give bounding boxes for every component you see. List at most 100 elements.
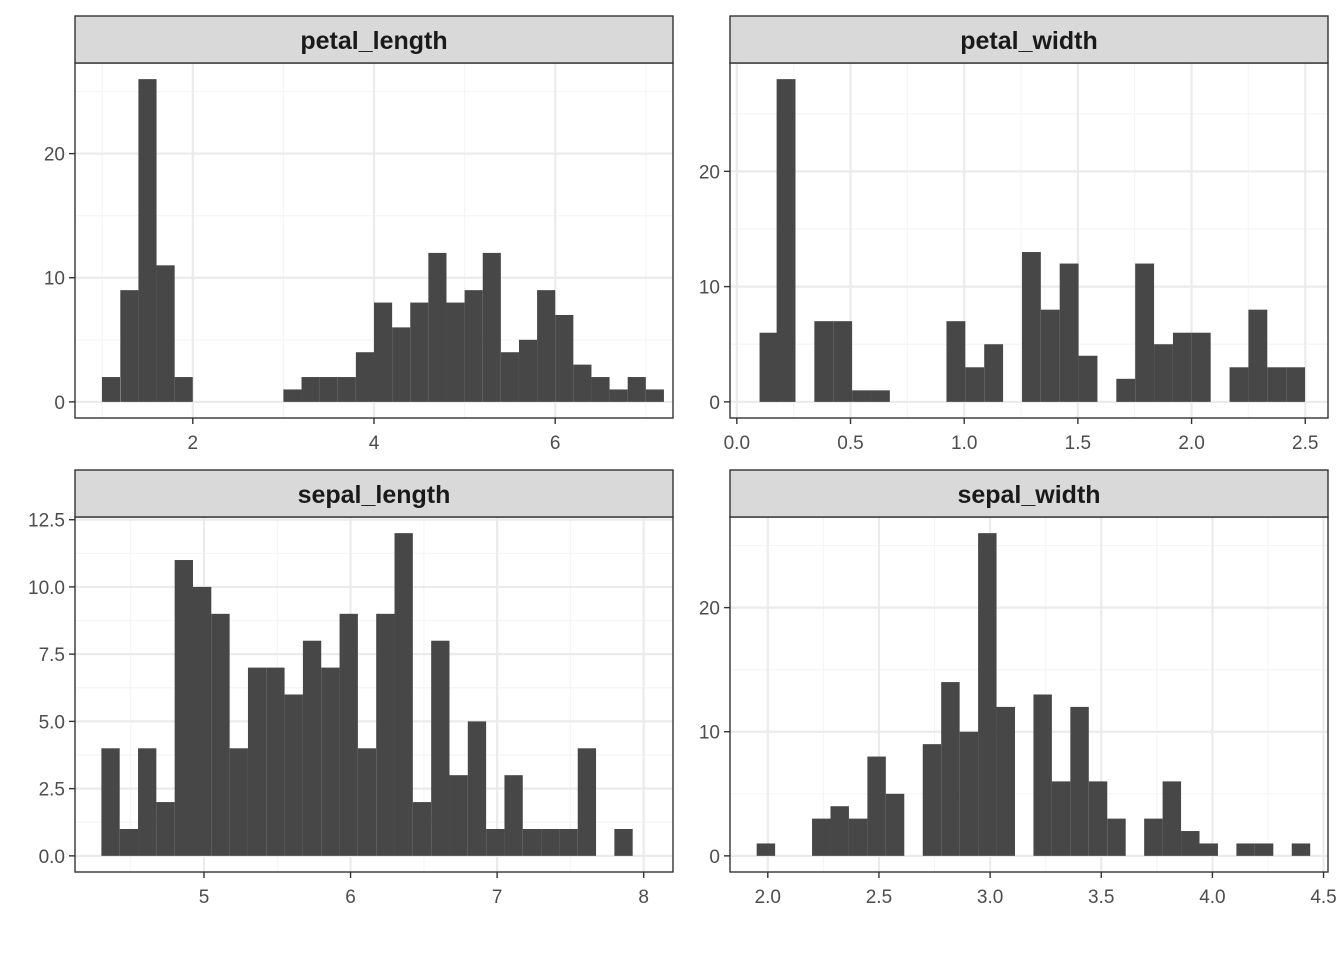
histogram-bar (959, 731, 979, 856)
histogram-bar (577, 748, 597, 856)
histogram-bar (229, 748, 248, 856)
histogram-bar (1116, 378, 1136, 402)
x-tick-label: 8 (638, 887, 649, 908)
histogram-bar (410, 302, 429, 402)
histogram-bar (1033, 694, 1052, 856)
histogram-bar (1070, 706, 1089, 856)
histogram-bar (627, 377, 646, 402)
x-tick-label: 2 (187, 433, 198, 454)
histogram-bar (1181, 831, 1200, 856)
histogram-bar (138, 79, 157, 402)
histogram-bar (374, 302, 393, 402)
histogram-bar (812, 818, 831, 856)
histogram-bar (555, 314, 574, 402)
histogram-bar (1059, 263, 1079, 402)
facet-title: petal_length (300, 27, 447, 55)
histogram-bar (174, 377, 193, 402)
histogram-bar (376, 613, 395, 856)
histogram-bar (446, 302, 465, 402)
histogram-bar (870, 390, 890, 402)
histogram-bar (922, 744, 942, 856)
histogram-bar (885, 793, 905, 856)
histogram-bar (156, 802, 175, 856)
histogram-bar (848, 818, 868, 856)
histogram-bar (431, 640, 450, 856)
histogram-bar (1154, 344, 1173, 402)
histogram-bar (1040, 309, 1060, 402)
plot-background (730, 517, 1328, 872)
facet-strip (729, 15, 1329, 64)
histogram-bar (321, 667, 340, 856)
x-tick-label: 1.0 (951, 433, 977, 454)
histogram-bar (941, 682, 960, 856)
histogram-bar (357, 748, 377, 856)
histogram-bar (645, 389, 664, 402)
histogram-bar (559, 828, 578, 856)
histogram-bar (156, 265, 175, 402)
y-tick-label: 0.0 (39, 847, 65, 868)
x-tick-label: 3.5 (1088, 887, 1114, 908)
histogram-bar (301, 377, 320, 402)
x-tick-label: 7 (492, 887, 503, 908)
histogram-bar (283, 389, 302, 402)
histogram-bar (756, 843, 776, 856)
panel-sepal-length: sepal_length 5 6 7 8 0.0 2.5 5.0 7.5 10.0 12.5 (28, 469, 674, 908)
histogram-bar (541, 828, 560, 856)
x-tick-label: 2.5 (866, 887, 892, 908)
histogram-bar (302, 640, 322, 856)
y-tick-label: 0 (54, 393, 65, 414)
histogram-bar (1088, 781, 1108, 856)
x-tick-label: 0.5 (837, 433, 863, 454)
x-tick-label: 0.0 (724, 433, 750, 454)
facet-strip (729, 469, 1329, 518)
panel-sepal-width: sepal_width 2.0 2.5 3.0 3.5 4.0 4.5 0 10 20 (699, 469, 1337, 908)
panel-petal-length: petal_length 2 4 6 0 10 20 (44, 15, 674, 454)
facet-strip (74, 15, 674, 64)
histogram-bar (247, 667, 267, 856)
histogram-bar (482, 252, 501, 402)
histogram-bar (518, 339, 538, 402)
histogram-bar (1267, 367, 1287, 402)
histogram-bar (996, 706, 1015, 856)
histogram-bar (1162, 781, 1182, 856)
y-tick-label: 10.0 (28, 578, 65, 599)
y-tick-label: 20 (44, 145, 65, 166)
y-tick-label: 2.5 (39, 780, 65, 801)
histogram-bar (1199, 843, 1218, 856)
facet-title: petal_width (960, 27, 1098, 55)
histogram-bar (1291, 843, 1311, 856)
y-tick-label: 12.5 (28, 511, 65, 532)
y-tick-label: 10 (699, 278, 720, 299)
histogram-bar (1144, 818, 1163, 856)
histogram-bar (192, 586, 212, 856)
histogram-bar (1236, 843, 1255, 856)
histogram-bar (830, 806, 849, 856)
histogram-bar (984, 344, 1004, 402)
histogram-bar (319, 377, 338, 402)
histogram-bar (486, 828, 505, 856)
histogram-bar (500, 352, 519, 402)
histogram-bar (833, 321, 853, 402)
x-tick-label: 4.0 (1199, 887, 1225, 908)
facet-strip (74, 469, 674, 518)
x-tick-label: 4 (369, 433, 380, 454)
histogram-bar (339, 613, 358, 856)
histogram-bar (337, 377, 356, 402)
y-tick-label: 20 (699, 599, 720, 620)
histogram-bar (614, 828, 633, 856)
histogram-bar (522, 828, 542, 856)
histogram-bar (284, 694, 303, 856)
histogram-bar (355, 352, 374, 402)
histogram-bar (852, 390, 871, 402)
histogram-bar (464, 290, 483, 402)
histogram-bar (504, 775, 523, 856)
y-tick-label: 7.5 (39, 645, 65, 666)
histogram-bar (119, 828, 139, 856)
histogram-bar (1107, 818, 1126, 856)
histogram-bar (428, 252, 447, 402)
histogram-bar (759, 332, 779, 402)
histogram-bar (1135, 263, 1155, 402)
histogram-bar (537, 290, 556, 402)
histogram-bar (1078, 355, 1098, 402)
